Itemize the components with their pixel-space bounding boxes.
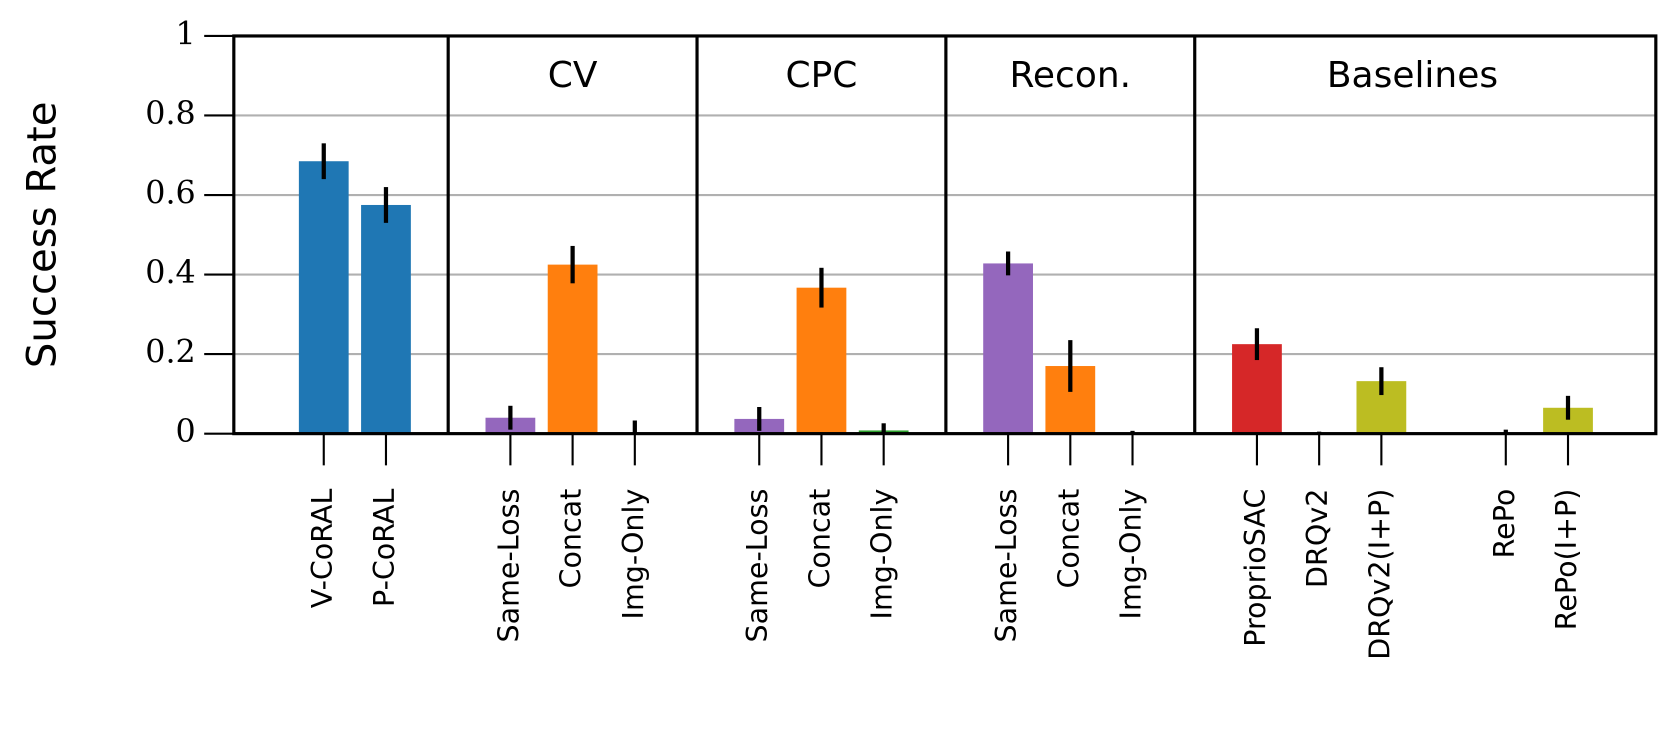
- y-tick-label: 0.8: [145, 96, 195, 132]
- x-tick-label: Same-Loss: [740, 489, 774, 643]
- bar: [796, 287, 847, 434]
- x-tick-label: DRQv2: [1300, 489, 1334, 588]
- x-tick-label: Img-Only: [1114, 489, 1148, 620]
- plot-frame: [232, 34, 1658, 436]
- x-tick-label: RePo(I+P): [1549, 489, 1583, 631]
- x-tick-label: Same-Loss: [989, 489, 1023, 643]
- y-tick-label: 0.6: [145, 176, 195, 212]
- group-title: Baselines: [1327, 55, 1498, 96]
- y-tick-label: 0.4: [145, 255, 195, 291]
- x-tick-label: Img-Only: [616, 489, 650, 620]
- y-tick-label: 0: [176, 414, 196, 450]
- bar: [983, 263, 1033, 434]
- x-tick-label: Concat: [802, 489, 836, 589]
- x-tick-label: Concat: [554, 489, 588, 589]
- bar: [361, 204, 411, 434]
- bar: [547, 264, 598, 434]
- x-tick-label: ProprioSAC: [1238, 489, 1272, 647]
- x-tick-label: V-CoRAL: [305, 489, 339, 609]
- group-title: CPC: [786, 55, 858, 96]
- y-axis-label: Success Rate: [19, 101, 65, 368]
- y-tick-label: 1: [176, 16, 196, 52]
- x-tick-label: Same-Loss: [491, 489, 525, 643]
- x-tick-label: Concat: [1051, 489, 1085, 589]
- y-tick-label: 0.2: [145, 335, 195, 371]
- x-tick-label: RePo: [1487, 489, 1521, 559]
- group-title: CV: [548, 55, 598, 96]
- x-tick-label: DRQv2(I+P): [1362, 489, 1396, 660]
- x-tick-label: P-CoRAL: [367, 489, 401, 607]
- x-tick-label: Img-Only: [865, 489, 899, 620]
- bar: [298, 161, 349, 434]
- group-title: Recon.: [1010, 55, 1131, 96]
